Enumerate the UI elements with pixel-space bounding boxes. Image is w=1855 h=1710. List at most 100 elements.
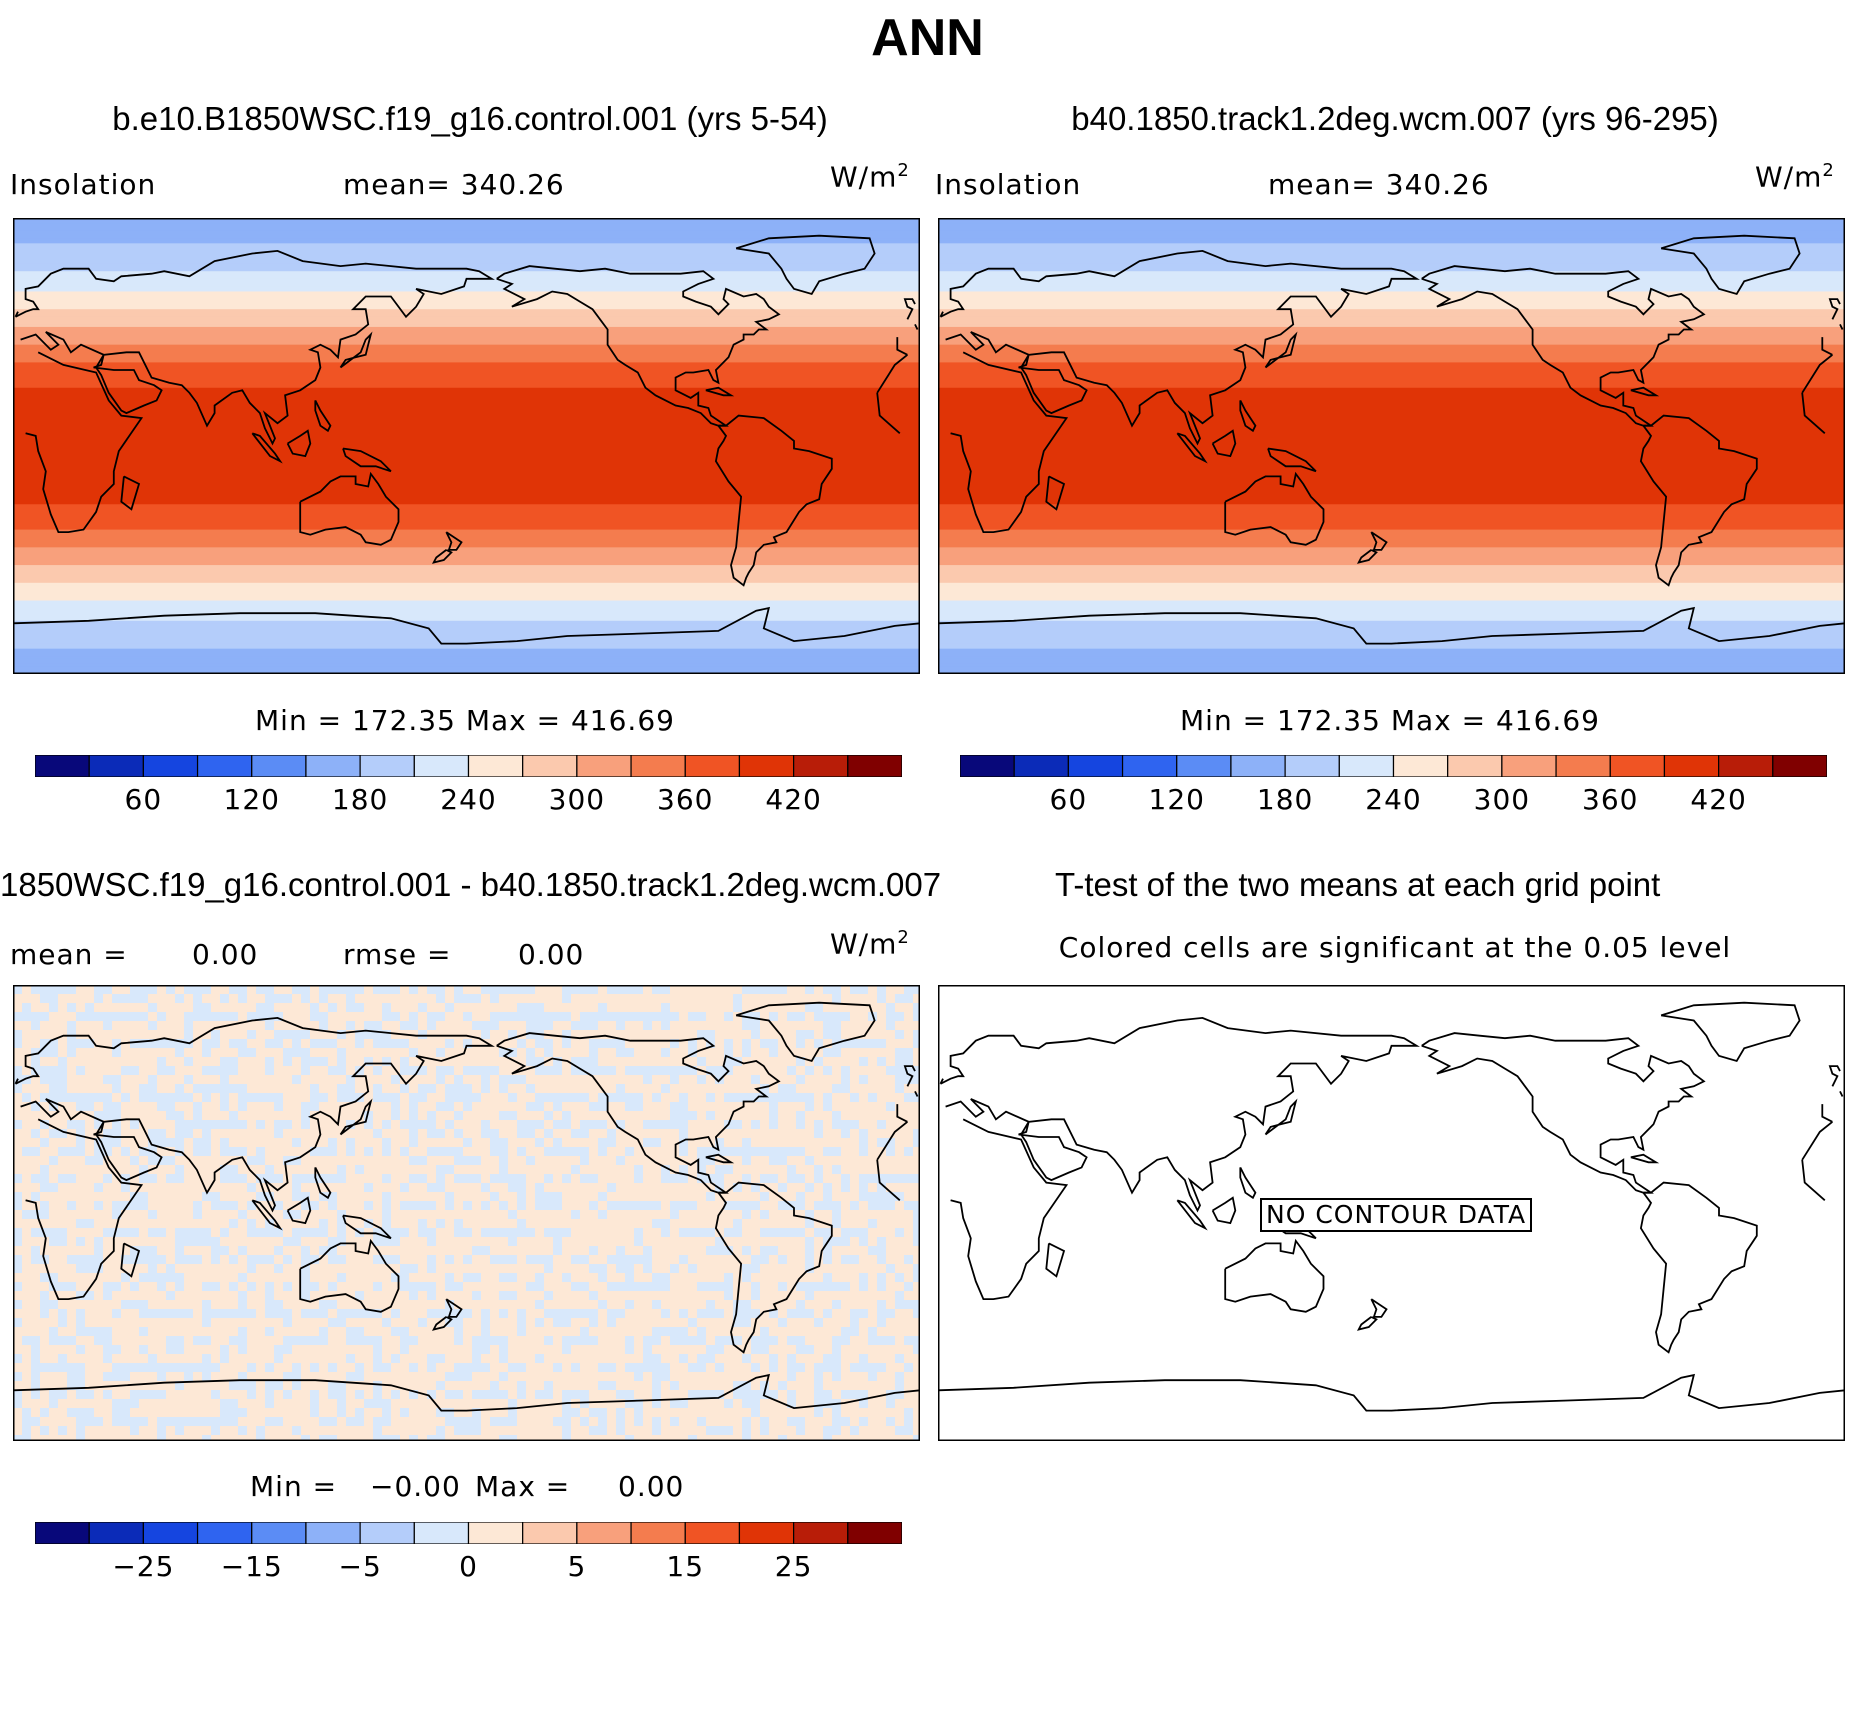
- diff-cell: [76, 1291, 85, 1300]
- coastline: [13, 606, 920, 645]
- diff-cell: [337, 1399, 346, 1408]
- diff-cell: [193, 1138, 202, 1147]
- diff-cell: [616, 1255, 625, 1264]
- diff-cell: [832, 1300, 841, 1309]
- diff-cell: [130, 1399, 139, 1408]
- diff-cell: [778, 1228, 787, 1237]
- diff-cell: [634, 1372, 643, 1381]
- coastline: [1660, 1001, 1801, 1063]
- insolation-band: [938, 329, 1845, 333]
- diff-cell: [850, 1363, 859, 1372]
- diff-cell: [805, 1345, 814, 1354]
- diff-cell: [346, 1003, 355, 1012]
- diff-cell: [769, 1336, 778, 1345]
- diff-cell: [913, 1174, 920, 1183]
- diff-cell: [877, 1120, 886, 1129]
- diff-cell: [67, 1174, 76, 1183]
- insolation-band: [938, 218, 1845, 222]
- diff-cell: [166, 1174, 175, 1183]
- diff-cell: [220, 1138, 229, 1147]
- diff-cell: [202, 1363, 211, 1372]
- diff-cell: [265, 1291, 274, 1300]
- diff-cell: [868, 1372, 877, 1381]
- diff-cell: [400, 1273, 409, 1282]
- insolation-band: [13, 240, 920, 244]
- diff-cell: [463, 1255, 472, 1264]
- colorbar-box: [738, 1522, 795, 1544]
- diff-cell: [787, 1417, 796, 1426]
- diff-cell: [724, 1048, 733, 1057]
- diff-cell: [58, 1363, 67, 1372]
- diff-cell: [544, 1174, 553, 1183]
- diff-cell: [823, 1102, 832, 1111]
- diff-cell: [544, 1228, 553, 1237]
- diff-cell: [193, 1102, 202, 1111]
- diff-cell: [481, 1228, 490, 1237]
- diff-cell: [148, 1246, 157, 1255]
- diff-cell: [562, 1174, 571, 1183]
- diff-cell: [337, 985, 346, 994]
- diff-cell: [751, 1183, 760, 1192]
- diff-cell: [913, 1300, 920, 1309]
- diff-cell: [427, 1309, 436, 1318]
- diff-cell: [886, 1309, 895, 1318]
- diff-cell: [454, 985, 463, 994]
- diff-cell: [652, 1363, 661, 1372]
- diff-cell: [634, 985, 643, 994]
- diff-cell: [454, 1219, 463, 1228]
- diff-cell: [382, 1039, 391, 1048]
- diff-cell: [139, 1039, 148, 1048]
- insolation-band: [13, 522, 920, 526]
- insolation-band: [938, 299, 1845, 303]
- diff-cell: [40, 1012, 49, 1021]
- insolation-band: [13, 271, 920, 275]
- diff-cell: [67, 1003, 76, 1012]
- diff-cell: [472, 1273, 481, 1282]
- diff-cell: [526, 1129, 535, 1138]
- diff-cell: [553, 1417, 562, 1426]
- insolation-band: [938, 636, 1845, 640]
- diff-cell: [688, 1201, 697, 1210]
- diff-cell: [841, 1012, 850, 1021]
- insolation-band: [938, 587, 1845, 591]
- diff-cell: [607, 1363, 616, 1372]
- diff-cell: [562, 1390, 571, 1399]
- diff-cell: [706, 1174, 715, 1183]
- diff-cell: [814, 1228, 823, 1237]
- diff-cell: [553, 1138, 562, 1147]
- diff-cell: [895, 1174, 904, 1183]
- coastline: [445, 531, 463, 551]
- figure-title: ANN: [871, 9, 984, 67]
- diff-cell: [58, 1129, 67, 1138]
- diff-cell: [31, 1336, 40, 1345]
- diff-cell: [139, 994, 148, 1003]
- diff-cell: [886, 1012, 895, 1021]
- insolation-band: [13, 663, 920, 667]
- diff-cell: [58, 1318, 67, 1327]
- insolation-band: [13, 372, 920, 376]
- insolation-band: [13, 542, 920, 546]
- diff-cell: [526, 1282, 535, 1291]
- insolation-band: [13, 575, 920, 579]
- diff-cell: [661, 1066, 670, 1075]
- diff-cell: [364, 1057, 373, 1066]
- insolation-band: [938, 250, 1845, 255]
- diff-cell: [832, 1165, 841, 1174]
- diff-cell: [139, 1309, 148, 1318]
- insolation-band: [13, 496, 920, 500]
- diff-cell: [31, 1129, 40, 1138]
- diff-cell: [508, 1399, 517, 1408]
- diff-cell: [796, 1345, 805, 1354]
- diff-cell: [355, 1165, 364, 1174]
- diff-cell: [184, 1057, 193, 1066]
- diff-cell: [517, 1318, 526, 1327]
- diff-cell: [535, 1138, 544, 1147]
- diff-cell: [418, 1219, 427, 1228]
- diff-cell: [175, 1336, 184, 1345]
- diff-cell: [913, 1237, 920, 1246]
- insolation-band: [938, 253, 1845, 257]
- diff-cell: [346, 1093, 355, 1102]
- diff-cell: [238, 1300, 247, 1309]
- insolation-band: [938, 334, 1845, 338]
- insolation-band: [13, 339, 920, 343]
